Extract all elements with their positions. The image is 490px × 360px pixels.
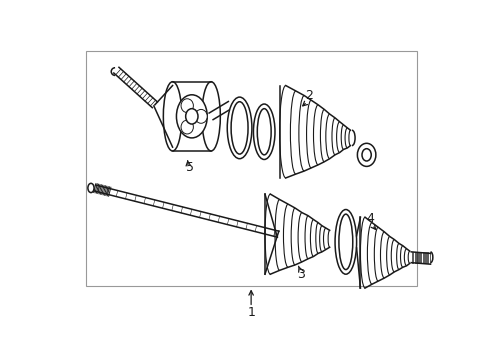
Text: 4: 4 <box>367 212 374 225</box>
Ellipse shape <box>253 104 275 159</box>
Ellipse shape <box>163 82 182 151</box>
Text: 1: 1 <box>247 306 255 319</box>
Ellipse shape <box>202 82 220 151</box>
Ellipse shape <box>231 102 248 154</box>
Bar <box>86 51 416 286</box>
Text: 3: 3 <box>297 268 305 281</box>
Ellipse shape <box>227 97 252 159</box>
Ellipse shape <box>362 149 371 161</box>
Ellipse shape <box>357 143 376 166</box>
Text: 2: 2 <box>305 89 313 102</box>
Ellipse shape <box>88 183 94 193</box>
Ellipse shape <box>181 120 194 134</box>
Ellipse shape <box>181 99 194 113</box>
Ellipse shape <box>195 109 207 123</box>
Ellipse shape <box>186 109 198 124</box>
Ellipse shape <box>335 210 357 274</box>
Ellipse shape <box>176 95 207 138</box>
Ellipse shape <box>339 214 353 270</box>
Text: 5: 5 <box>186 161 194 175</box>
Ellipse shape <box>257 109 271 155</box>
